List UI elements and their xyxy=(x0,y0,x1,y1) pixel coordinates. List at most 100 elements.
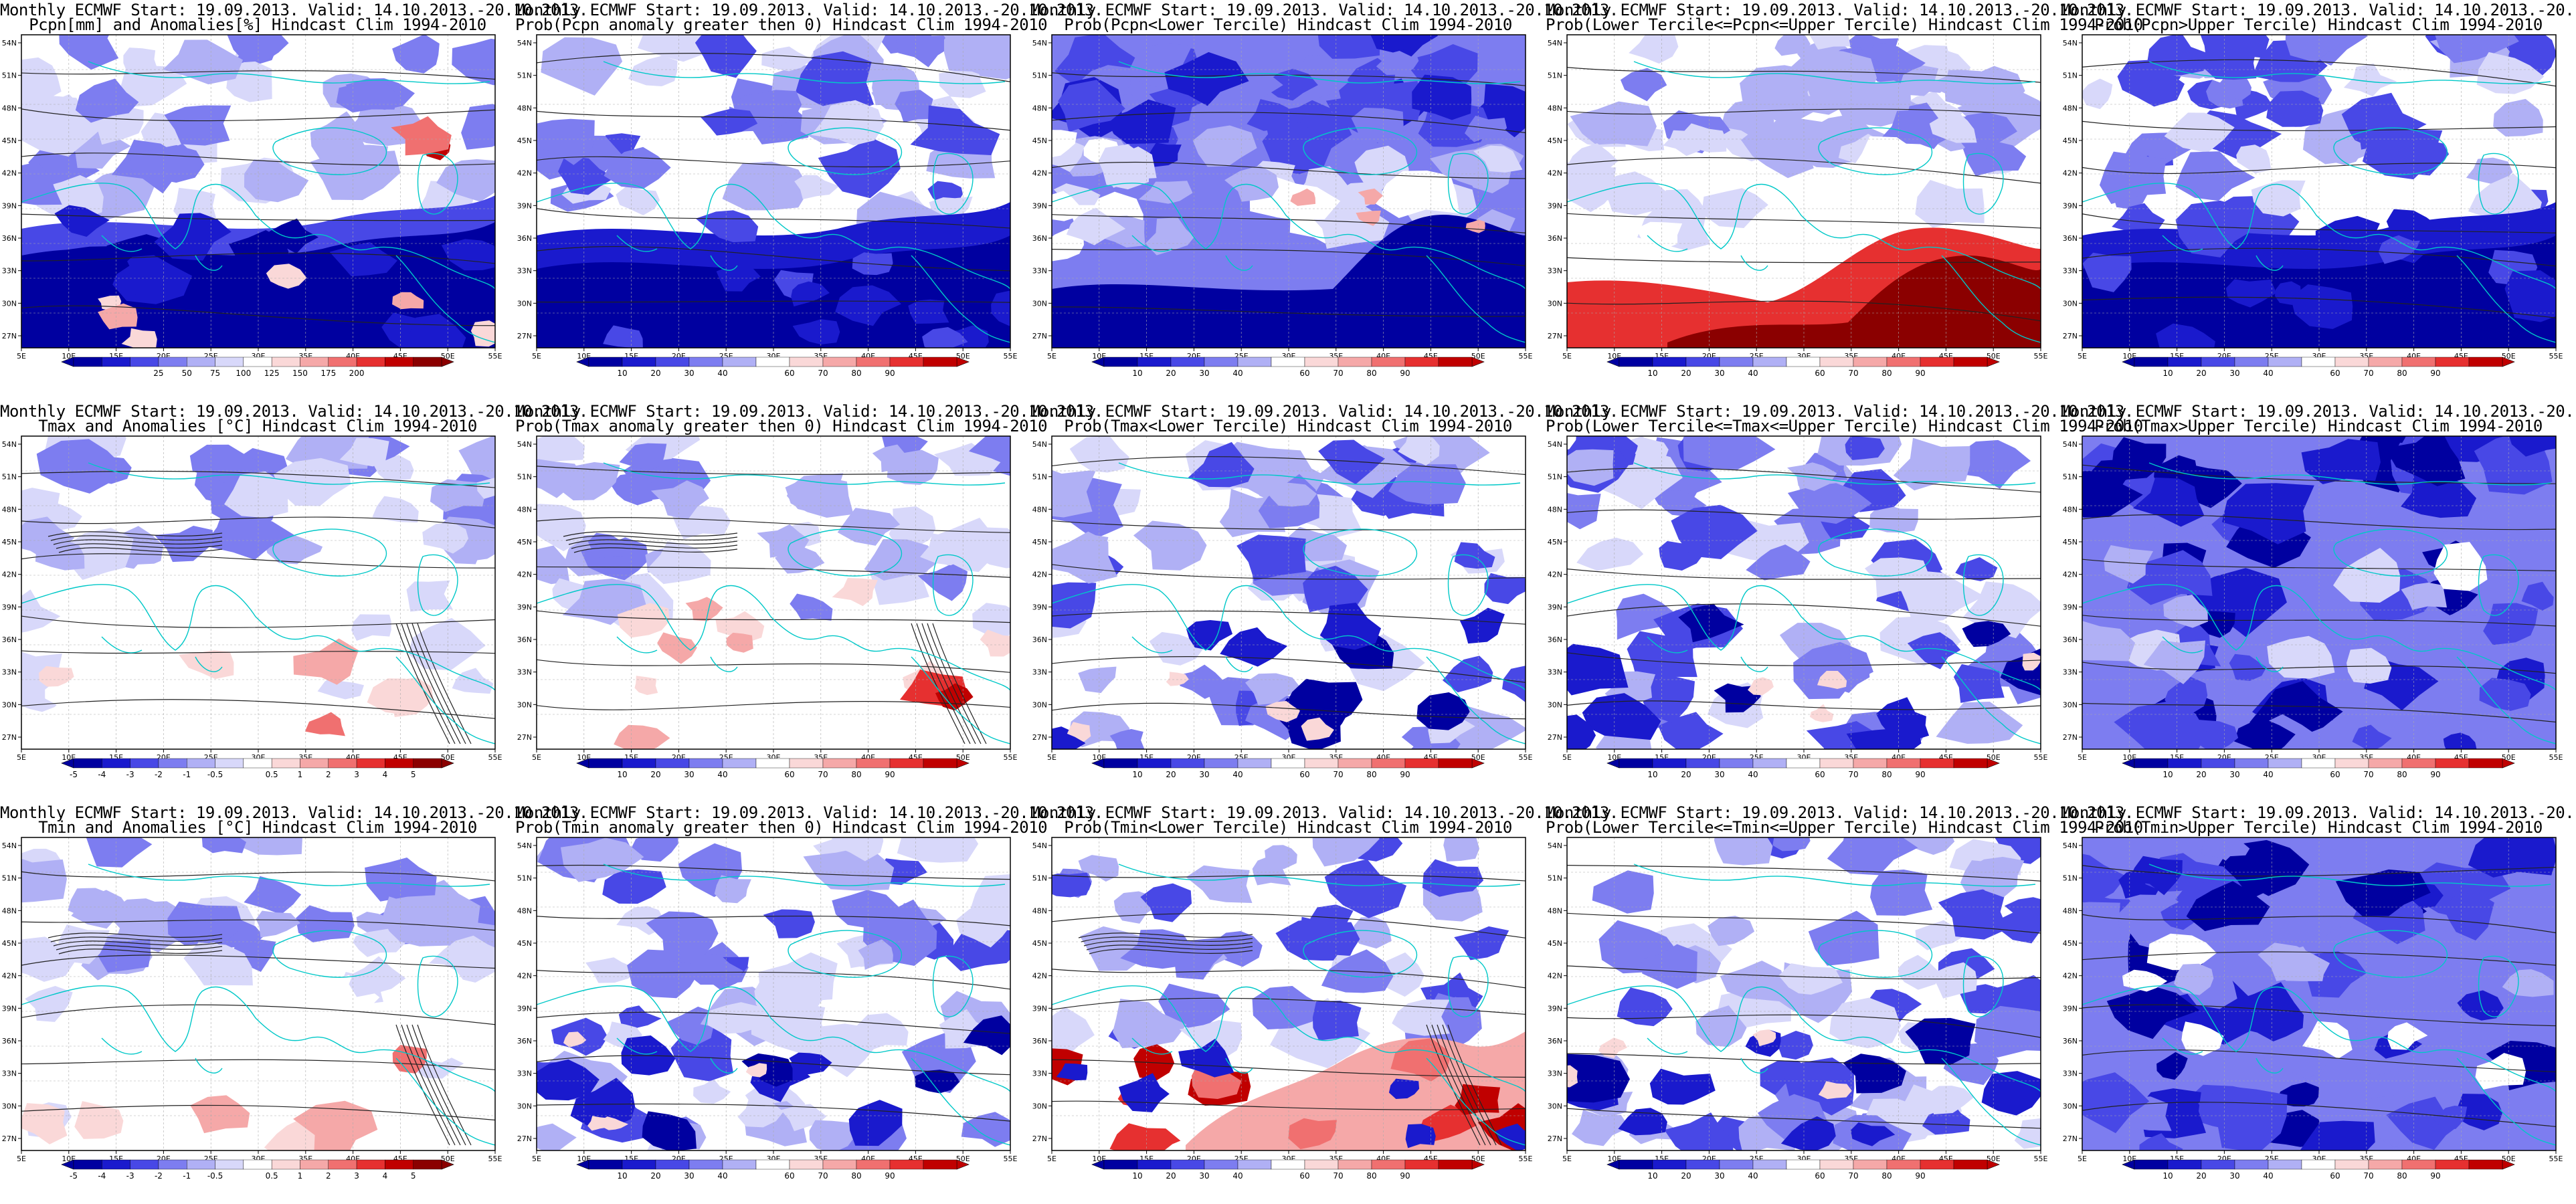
shade-patch xyxy=(864,538,941,581)
shade-patch xyxy=(293,1100,378,1150)
lat-tick-label: 33N xyxy=(517,1070,532,1078)
shade-patch xyxy=(154,213,232,261)
lat-tick-label: 45N xyxy=(1548,538,1562,546)
colorbar-swatch xyxy=(1786,1159,1821,1170)
shade-patch xyxy=(332,1062,391,1100)
colorbar-label: 90 xyxy=(2430,770,2440,779)
lat-tick-label: 54N xyxy=(517,440,532,449)
lat-tick-label: 48N xyxy=(1032,906,1047,915)
map-panel: Monthly ECMWF Start: 19.09.2013. Valid: … xyxy=(515,0,1103,401)
colorbar-swatch xyxy=(1853,758,1888,769)
shade-patch xyxy=(1818,1081,1852,1100)
panel-title-line2: Prob(Tmin>Upper Tercile) Hindcast Clim 1… xyxy=(2094,818,2543,837)
colorbar-swatch xyxy=(1438,357,1473,367)
lon-tick-label: 5E xyxy=(532,352,541,361)
lon-tick-label: 55E xyxy=(2549,1155,2563,1163)
colorbar-swatch xyxy=(1619,357,1653,367)
colorbar: 10 20 30 40 60 70 80 90 xyxy=(2122,758,2515,779)
lat-tick-label: 48N xyxy=(517,906,532,915)
colorbar-swatch xyxy=(300,758,329,769)
colorbar-swatch xyxy=(215,357,244,367)
colorbar-swatch xyxy=(2234,357,2269,367)
shade-patch xyxy=(256,910,300,938)
colorbar-swatch xyxy=(1371,357,1406,367)
colorbar-swatch xyxy=(2468,758,2503,769)
colorbar-label: 80 xyxy=(2397,770,2407,779)
colorbar-label: -4 xyxy=(98,770,106,779)
shade-patch xyxy=(189,444,262,485)
colorbar-label: 0.5 xyxy=(266,770,278,779)
colorbar-swatch xyxy=(1237,1159,1272,1170)
colorbar-swatch xyxy=(130,357,159,367)
lat-tick-label: 39N xyxy=(1032,1004,1047,1013)
map-svg: 5E 10E 15E 20E 25E 30E 35E 40E 45E 50E 55E54N51N48… xyxy=(1548,837,2048,1181)
colorbar-swatch xyxy=(1920,1159,1954,1170)
lat-tick-label: 33N xyxy=(1548,1070,1562,1078)
colorbar-swatch xyxy=(243,758,272,769)
colorbar-label: 80 xyxy=(1881,1171,1892,1181)
shade-patch xyxy=(2146,933,2217,971)
colorbar: 10 20 30 40 60 70 80 90 xyxy=(1606,758,2000,779)
shade-patch xyxy=(837,508,901,546)
contour-lines xyxy=(1567,865,2041,1129)
shade-patch xyxy=(1829,997,1902,1049)
lon-tick-label: 5E xyxy=(2078,753,2087,762)
shade-patch xyxy=(2082,78,2113,110)
shade-patch xyxy=(1192,125,1257,167)
shade-patch xyxy=(1635,221,1683,249)
shade-patch xyxy=(1317,35,1380,59)
lat-tick-label: 27N xyxy=(1032,332,1047,340)
colorbar-swatch xyxy=(158,357,187,367)
shade-patch xyxy=(227,35,289,63)
shade-patch xyxy=(1176,664,1224,699)
lat-tick-label: 42N xyxy=(517,972,532,981)
shade-patch xyxy=(2502,969,2554,997)
colorbar-label: 80 xyxy=(851,1171,861,1181)
colorbar: 10 20 30 40 60 70 80 90 xyxy=(576,357,970,378)
lat-tick-label: 51N xyxy=(2063,874,2078,883)
colorbar-label: 20 xyxy=(650,369,660,378)
lat-tick-label: 33N xyxy=(1548,267,1562,276)
lon-tick-label: 55E xyxy=(2034,352,2048,361)
lat-tick-label: 36N xyxy=(517,635,532,644)
colorbar-swatch xyxy=(2268,758,2302,769)
shade-patch xyxy=(1052,726,1086,749)
map-svg: 5E 10E 15E 20E 25E 30E 35E 40E 45E 50E 55E54N51N48… xyxy=(2063,34,2563,378)
colorbar-swatch xyxy=(1752,758,1787,769)
shade-patch xyxy=(896,35,951,68)
shade-patch xyxy=(1714,837,1773,866)
lat-tick-label: 39N xyxy=(2,1004,17,1013)
shade-patch xyxy=(21,57,62,104)
lat-tick-label: 33N xyxy=(1032,668,1047,677)
shade-patch xyxy=(1708,916,1755,946)
colorbar-swatch xyxy=(688,357,723,367)
shade-patch xyxy=(167,901,244,945)
panel-title-line1: Monthly ECMWF Start: 19.09.2013. Valid: … xyxy=(1546,402,2134,421)
colorbar-swatch xyxy=(130,1159,159,1170)
lat-tick-label: 51N xyxy=(1548,473,1562,482)
panel-title-line2: Prob(Tmax<Lower Tercile) Hindcast Clim 1… xyxy=(1064,417,1512,435)
map-svg: 5E 10E 15E 20E 25E 30E 35E 40E 45E 50E 55E54N51N48… xyxy=(517,837,1018,1181)
shade-patch xyxy=(2475,1053,2526,1090)
colorbar-label: 3 xyxy=(354,1171,359,1181)
colorbar-label: 2 xyxy=(326,1171,331,1181)
colorbar-swatch xyxy=(2134,357,2169,367)
colorbar-swatch xyxy=(856,758,891,769)
lat-tick-label: 51N xyxy=(2,874,17,883)
shade-patch xyxy=(537,1059,600,1101)
lat-tick-label: 33N xyxy=(1032,1070,1047,1078)
colorbar-swatch xyxy=(1237,357,1272,367)
colorbar-label: 175 xyxy=(320,369,336,378)
shade-patch xyxy=(602,869,666,904)
colorbar-swatch xyxy=(1271,758,1305,769)
colorbar-swatch xyxy=(328,1159,357,1170)
colorbar-swatch xyxy=(130,758,159,769)
panel-title-line2: Prob(Lower Tercile<=Pcpn<=Upper Tercile)… xyxy=(1546,15,2143,34)
colorbar-label: 10 xyxy=(617,770,627,779)
shade-patch xyxy=(858,939,893,970)
lat-tick-label: 54N xyxy=(2063,841,2078,850)
shade-patch xyxy=(1459,607,1505,644)
shade-patch xyxy=(1774,35,1811,56)
shade-patch xyxy=(304,712,345,736)
shade-patch xyxy=(1318,439,1385,485)
